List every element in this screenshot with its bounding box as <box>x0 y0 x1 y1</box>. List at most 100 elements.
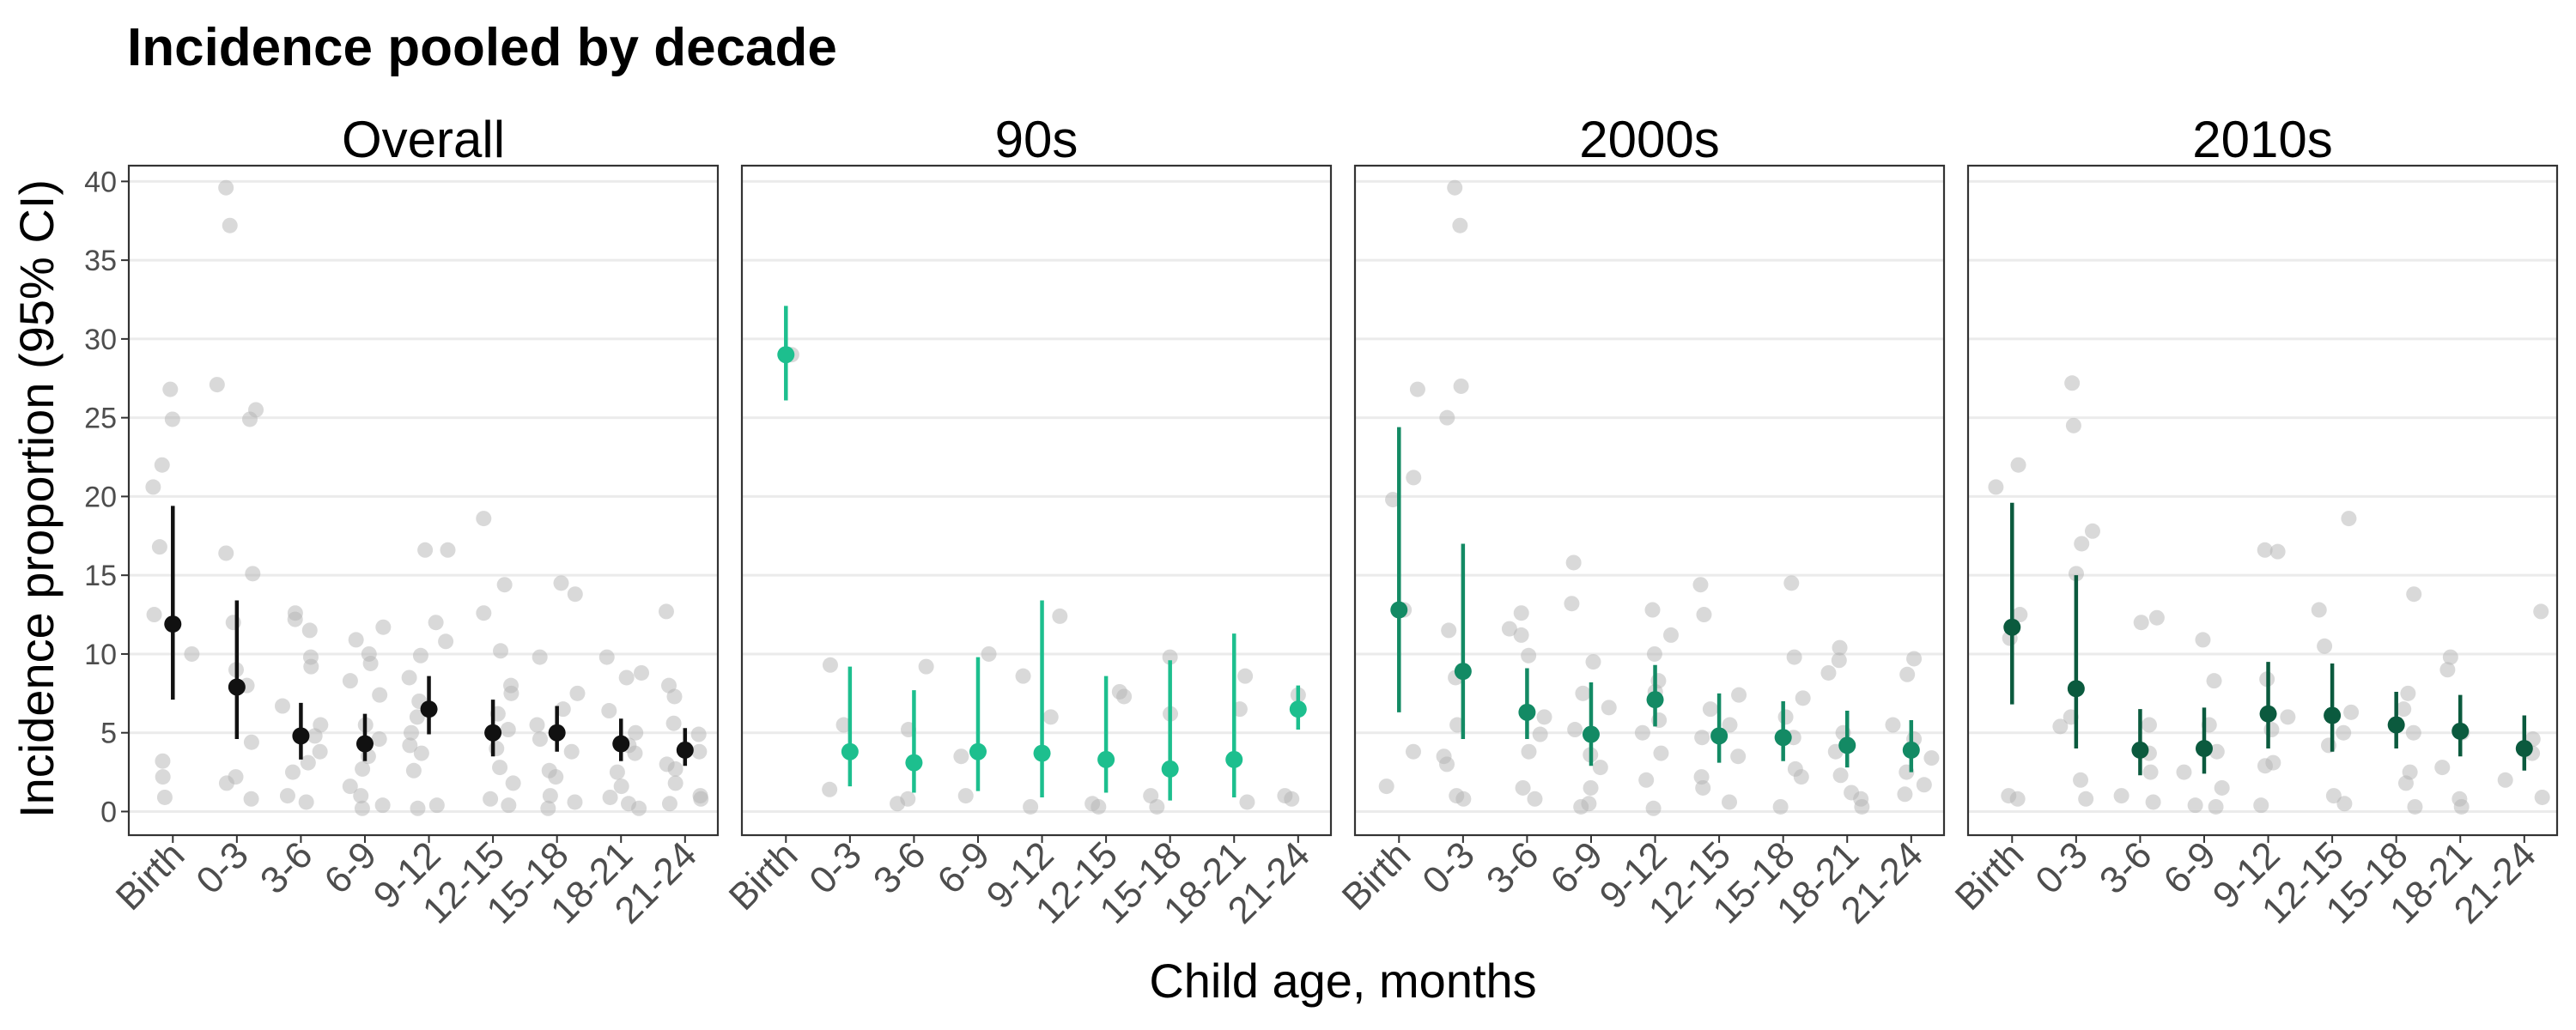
study-point <box>953 748 969 765</box>
study-point <box>1452 217 1468 233</box>
study-point <box>2400 685 2416 701</box>
study-point <box>1378 779 1394 795</box>
study-point <box>1447 179 1463 196</box>
study-point <box>410 800 426 816</box>
study-point <box>542 788 558 804</box>
study-point <box>1820 664 1837 681</box>
y-tick-label: 30 <box>84 324 117 356</box>
study-point <box>1783 575 1800 591</box>
study-point <box>2113 788 2129 804</box>
study-point <box>1513 627 1529 643</box>
study-point <box>2257 542 2273 558</box>
estimate-point <box>1838 736 1856 754</box>
facet-panels: OverallBirth0-33-66-99-1212-1515-1818-21… <box>84 111 2559 932</box>
study-point <box>2336 724 2352 741</box>
study-point <box>2336 796 2353 812</box>
estimate-point <box>2387 716 2405 734</box>
study-point <box>957 788 974 804</box>
study-point <box>918 658 934 675</box>
study-point <box>2397 775 2414 791</box>
study-point <box>2084 523 2100 539</box>
study-point <box>156 789 173 805</box>
study-point <box>661 796 677 812</box>
estimate-point <box>420 700 438 718</box>
study-point <box>822 781 838 797</box>
study-point <box>1906 651 1923 667</box>
study-point <box>601 703 617 719</box>
study-point <box>2176 764 2192 780</box>
study-point <box>413 745 429 761</box>
study-point <box>1455 791 1472 807</box>
study-point <box>532 731 548 748</box>
study-point <box>2068 566 2084 582</box>
study-point <box>1646 645 1662 662</box>
study-point <box>1696 607 1712 623</box>
study-point <box>1536 709 1552 725</box>
study-point <box>438 633 454 650</box>
study-point <box>1592 760 1608 776</box>
study-point <box>2269 543 2286 560</box>
study-point <box>1644 602 1661 618</box>
facet-label: 2000s <box>1579 111 1719 168</box>
study-point <box>658 603 674 620</box>
study-point <box>628 724 644 741</box>
study-point <box>307 728 323 744</box>
y-tick-label: 10 <box>84 639 117 671</box>
study-point <box>665 715 682 731</box>
estimate-point <box>676 741 694 759</box>
estimate-point <box>1033 744 1051 762</box>
study-point <box>2073 772 2089 788</box>
estimate-point <box>292 727 310 745</box>
study-point <box>218 775 234 791</box>
study-point <box>1409 381 1425 397</box>
estimate-point <box>1518 703 1536 721</box>
study-point <box>1702 701 1718 718</box>
estimate-point <box>841 742 859 760</box>
study-point <box>409 709 425 725</box>
x-tick-label: 3-6 <box>2092 833 2160 902</box>
study-point <box>1575 685 1591 701</box>
study-point <box>613 779 629 795</box>
study-point <box>1532 726 1548 742</box>
study-point <box>412 647 428 663</box>
study-point <box>2148 609 2165 626</box>
estimate-point <box>2324 706 2342 724</box>
study-point <box>496 577 513 593</box>
study-point <box>1601 700 1617 716</box>
x-tick-label: 3-6 <box>252 833 321 902</box>
study-point <box>1923 750 1940 766</box>
study-point <box>218 545 234 561</box>
study-point <box>348 632 364 648</box>
study-point <box>1730 748 1747 765</box>
study-point <box>609 764 625 780</box>
study-point <box>362 655 379 671</box>
x-tick-label: Birth <box>108 833 193 918</box>
study-point <box>505 775 521 791</box>
estimate-point <box>2451 722 2470 740</box>
study-point <box>2317 638 2333 654</box>
estimate-point <box>1161 760 1179 778</box>
study-point <box>1899 666 1916 682</box>
x-tick-label: 0-3 <box>1414 833 1483 902</box>
y-tick-label: 0 <box>100 796 117 828</box>
study-point <box>2010 457 2026 473</box>
study-point <box>402 737 418 754</box>
y-tick-label: 20 <box>84 481 117 513</box>
panel-border <box>1353 164 1946 837</box>
study-point <box>375 619 392 635</box>
study-point <box>1162 649 1178 665</box>
panel-2010s: 2010sBirth0-33-66-99-1212-1515-1818-2121… <box>1947 111 2559 932</box>
study-point <box>1832 639 1848 656</box>
study-point <box>355 760 371 777</box>
study-point <box>1521 743 1537 760</box>
x-tick-label: Birth <box>1334 833 1419 918</box>
study-point <box>2343 704 2360 720</box>
study-point <box>301 622 318 639</box>
study-point <box>1515 779 1531 796</box>
study-point <box>598 649 615 665</box>
study-point <box>2074 536 2090 552</box>
estimate-point <box>1710 727 1728 745</box>
study-point <box>501 797 517 814</box>
estimate-point <box>1774 729 1792 747</box>
